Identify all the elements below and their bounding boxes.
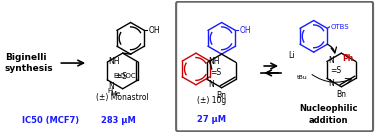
Text: NH: NH [208,57,219,66]
Text: OTBS: OTBS [331,24,349,30]
Text: 27 μM: 27 μM [197,115,226,124]
Text: N: N [208,80,214,89]
Text: OH: OH [149,26,160,35]
Text: =S: =S [330,66,341,75]
Text: IC50 (MCF7): IC50 (MCF7) [22,116,79,125]
Text: Bn: Bn [217,91,227,100]
Text: N: N [328,79,334,88]
Text: NH: NH [108,57,120,66]
Text: (±) 10g: (±) 10g [197,96,226,105]
Text: OH: OH [239,26,251,35]
Text: Li: Li [289,51,295,60]
Text: Bn: Bn [336,90,346,99]
Text: (±) Monastrol: (±) Monastrol [96,93,149,102]
Text: =S: =S [111,72,127,81]
Text: N: N [328,56,334,65]
Text: N: N [108,82,114,91]
Text: EtOOC: EtOOC [113,73,136,79]
Text: H: H [107,88,113,94]
Text: Biginelli
synthesis: Biginelli synthesis [5,53,54,73]
FancyBboxPatch shape [176,2,373,131]
Text: Nucleophilic
addition: Nucleophilic addition [299,104,358,124]
Text: =S: =S [210,68,221,77]
Text: 283 μM: 283 μM [101,116,136,125]
Text: tBu: tBu [296,75,307,80]
Text: Me: Me [110,91,121,97]
Text: Ph: Ph [343,54,354,63]
